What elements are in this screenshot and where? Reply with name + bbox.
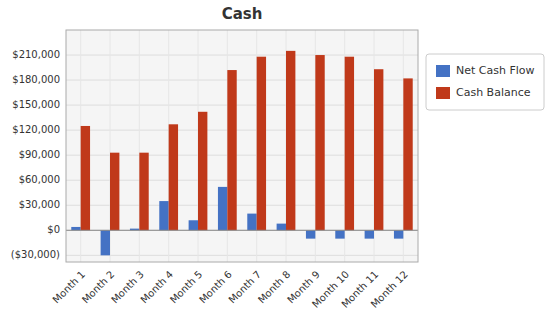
y-tick-label: $30,000	[19, 199, 60, 210]
plot-background	[66, 30, 418, 262]
y-tick-label: $210,000	[12, 49, 60, 60]
legend: Net Cash Flow Cash Balance	[426, 54, 544, 110]
bar	[71, 227, 80, 230]
bar	[218, 187, 227, 230]
y-tick-label: $60,000	[19, 174, 60, 185]
y-tick-label: $150,000	[12, 99, 60, 110]
bar	[189, 220, 198, 230]
bar	[403, 78, 412, 230]
bar	[315, 55, 324, 230]
y-grid-line	[66, 55, 418, 56]
y-tick-label: $0	[47, 224, 60, 235]
chart-title: Cash	[222, 5, 263, 23]
bar	[159, 201, 168, 230]
bar	[257, 57, 266, 231]
bar	[277, 224, 286, 231]
y-tick-label: ($30,000)	[11, 249, 60, 260]
bar	[110, 153, 119, 231]
bar	[81, 126, 90, 230]
bar	[139, 153, 148, 231]
chart-container: ($30,000) $0 $30,000 $60,000 $90,000 $120,000…	[0, 0, 550, 318]
plot-frame	[66, 30, 418, 262]
chart-svg: ($30,000) $0 $30,000 $60,000 $90,000 $120,000…	[0, 0, 550, 318]
bar	[247, 214, 256, 231]
y-grid-line	[66, 80, 418, 81]
bar	[227, 70, 236, 230]
x-tick-label: Month 12	[369, 269, 410, 310]
bar	[101, 230, 110, 255]
bar	[374, 69, 383, 230]
bar	[169, 124, 178, 230]
y-grid-line	[66, 255, 418, 256]
bar	[345, 57, 354, 231]
legend-swatch	[436, 87, 450, 99]
legend-label: Cash Balance	[456, 86, 531, 99]
bars	[71, 51, 412, 255]
y-tick-label: $90,000	[19, 149, 60, 160]
bar	[394, 230, 403, 238]
bar	[335, 230, 344, 238]
bar	[198, 112, 207, 231]
grid	[66, 30, 418, 262]
legend-label: Net Cash Flow	[456, 64, 535, 77]
y-tick-label: $180,000	[12, 74, 60, 85]
bar	[306, 230, 315, 238]
bar	[365, 230, 374, 238]
y-grid-line	[66, 130, 418, 131]
y-grid-line	[66, 105, 418, 106]
legend-box	[426, 54, 544, 110]
legend-swatch	[436, 65, 450, 77]
bar	[286, 51, 295, 230]
zero-line	[66, 230, 418, 231]
y-tick-label: $120,000	[12, 124, 60, 135]
y-grid-line	[66, 230, 418, 231]
